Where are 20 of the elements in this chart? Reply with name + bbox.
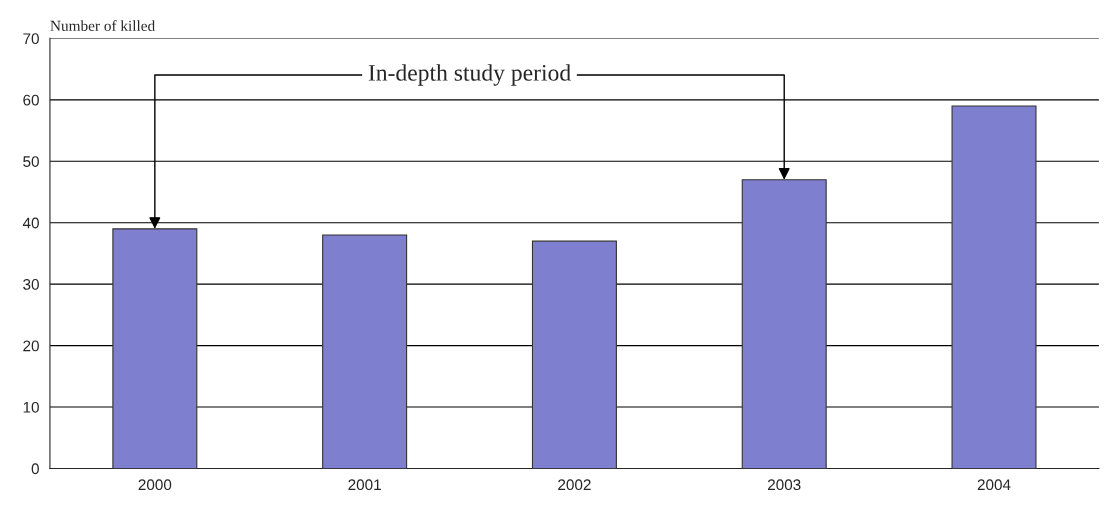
bar — [322, 234, 408, 469]
bar — [531, 240, 617, 469]
annotation: In-depth study period — [368, 64, 571, 86]
bar — [741, 179, 827, 469]
x-tick-label: 2003 — [767, 479, 801, 491]
y-tick-label: 70 — [23, 33, 39, 45]
y-tick-label: 0 — [31, 463, 39, 475]
y-tick-label: 30 — [23, 279, 39, 290]
bar — [112, 228, 198, 469]
x-tick-label: 2000 — [138, 479, 172, 491]
x-tick-label: 2001 — [348, 479, 381, 491]
bar — [951, 105, 1037, 469]
y-tick-label: 60 — [23, 94, 39, 106]
y-axis-title: Number of killed — [50, 20, 155, 31]
x-tick-label: 2004 — [977, 479, 1011, 491]
y-tick-label: 20 — [23, 340, 39, 352]
y-tick-label: 10 — [23, 401, 39, 413]
y-tick-label: 50 — [23, 156, 39, 167]
y-tick-label: 40 — [22, 217, 39, 229]
x-tick-label: 2002 — [558, 479, 591, 491]
